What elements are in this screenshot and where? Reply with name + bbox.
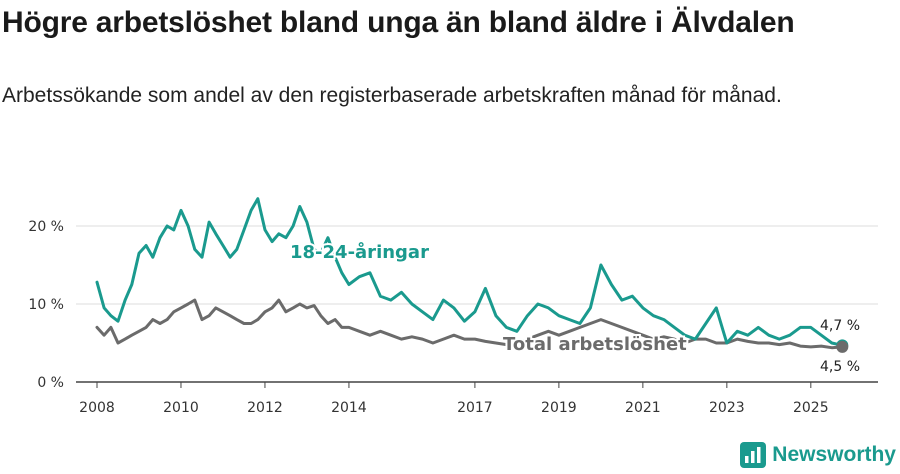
x-tick-label: 2025 bbox=[793, 400, 829, 416]
series-lines bbox=[95, 197, 849, 353]
newsworthy-logo-icon bbox=[740, 442, 767, 468]
chart-subtitle: Arbetssökande som andel av den registerb… bbox=[2, 84, 782, 107]
series-label-total: Total arbetslöshet bbox=[503, 334, 687, 355]
grid-lines bbox=[76, 225, 878, 305]
y-tick-label: 10 % bbox=[28, 297, 64, 313]
x-tick-label: 2014 bbox=[331, 400, 367, 416]
end-label-youth: 4,7 % bbox=[820, 318, 860, 334]
axes: 0 % 10 % 20 % 2008 2010 2012 2014 2017 2019 2021 2… bbox=[28, 219, 878, 416]
x-tick-label: 2019 bbox=[541, 400, 577, 416]
chart-title: Högre arbetslöshet bland unga än bland ä… bbox=[2, 6, 795, 39]
y-tick-label: 20 % bbox=[28, 219, 64, 235]
end-point-total bbox=[836, 340, 849, 353]
series-line-youth bbox=[95, 197, 844, 347]
x-tick-label: 2021 bbox=[625, 400, 661, 416]
x-tick-label: 2012 bbox=[247, 400, 283, 416]
series-label-youth: 18-24-åringar bbox=[290, 241, 429, 263]
x-tick-label: 2017 bbox=[457, 400, 493, 416]
brand-logo[interactable]: Newsworthy bbox=[740, 442, 896, 468]
x-tick-label: 2023 bbox=[709, 400, 745, 416]
end-label-total: 4,5 % bbox=[820, 359, 860, 375]
x-tick-label: 2010 bbox=[163, 400, 199, 416]
y-tick-label: 0 % bbox=[37, 375, 64, 391]
brand-name: Newsworthy bbox=[772, 443, 896, 466]
series-labels: 18-24-åringar Total arbetslöshet 4,7 % 4… bbox=[288, 239, 860, 375]
x-tick-label: 2008 bbox=[79, 400, 115, 416]
